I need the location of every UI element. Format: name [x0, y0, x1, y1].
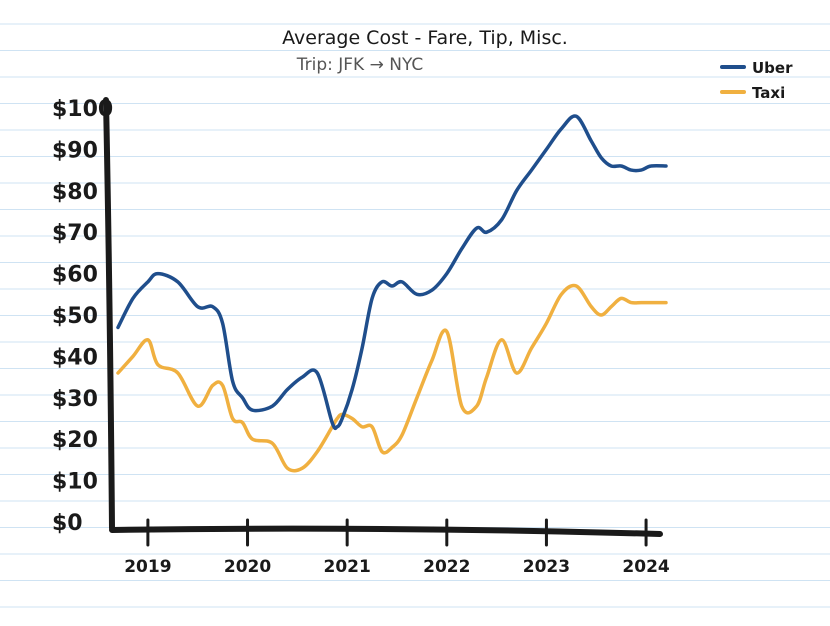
y-tick-label: $20 — [52, 428, 98, 453]
x-axis-ticks: 2019 2020 2021 2022 2023 2024 — [124, 518, 670, 577]
x-tick-label: 2023 — [523, 557, 570, 577]
y-tick-label: $60 — [52, 263, 98, 288]
x-axis-line — [109, 525, 663, 537]
y-axis-ticks: $0$10$20$30$40$50$60$70$80$90$100 — [52, 97, 113, 536]
series-line-uber — [116, 114, 668, 431]
x-tick-label: 2021 — [323, 557, 370, 577]
x-tick-label: 2019 — [124, 557, 171, 577]
y-tick-label: $30 — [52, 387, 98, 412]
y-tick-label: $80 — [52, 180, 98, 205]
legend-label-taxi: Taxi — [752, 84, 785, 102]
chart-subtitle: Trip: JFK → NYC — [296, 55, 424, 75]
y-axis-line — [103, 97, 115, 531]
legend: Uber Taxi — [720, 59, 793, 102]
y-tick-label: $0 — [52, 511, 83, 536]
chart-title: Average Cost - Fare, Tip, Misc. — [282, 27, 568, 49]
legend-label-uber: Uber — [752, 59, 793, 77]
series-line-taxi — [116, 283, 668, 473]
series-layer — [116, 114, 668, 473]
y-tick-label: $90 — [52, 138, 98, 163]
y-tick-label: $70 — [52, 221, 98, 246]
x-tick-label: 2020 — [224, 557, 271, 577]
x-tick-label: 2022 — [423, 557, 470, 577]
x-tick-label: 2024 — [622, 557, 669, 577]
y-tick-label: $40 — [52, 345, 98, 370]
y-tick-label: $10 — [52, 470, 98, 495]
y-tick-label: $50 — [52, 304, 98, 329]
